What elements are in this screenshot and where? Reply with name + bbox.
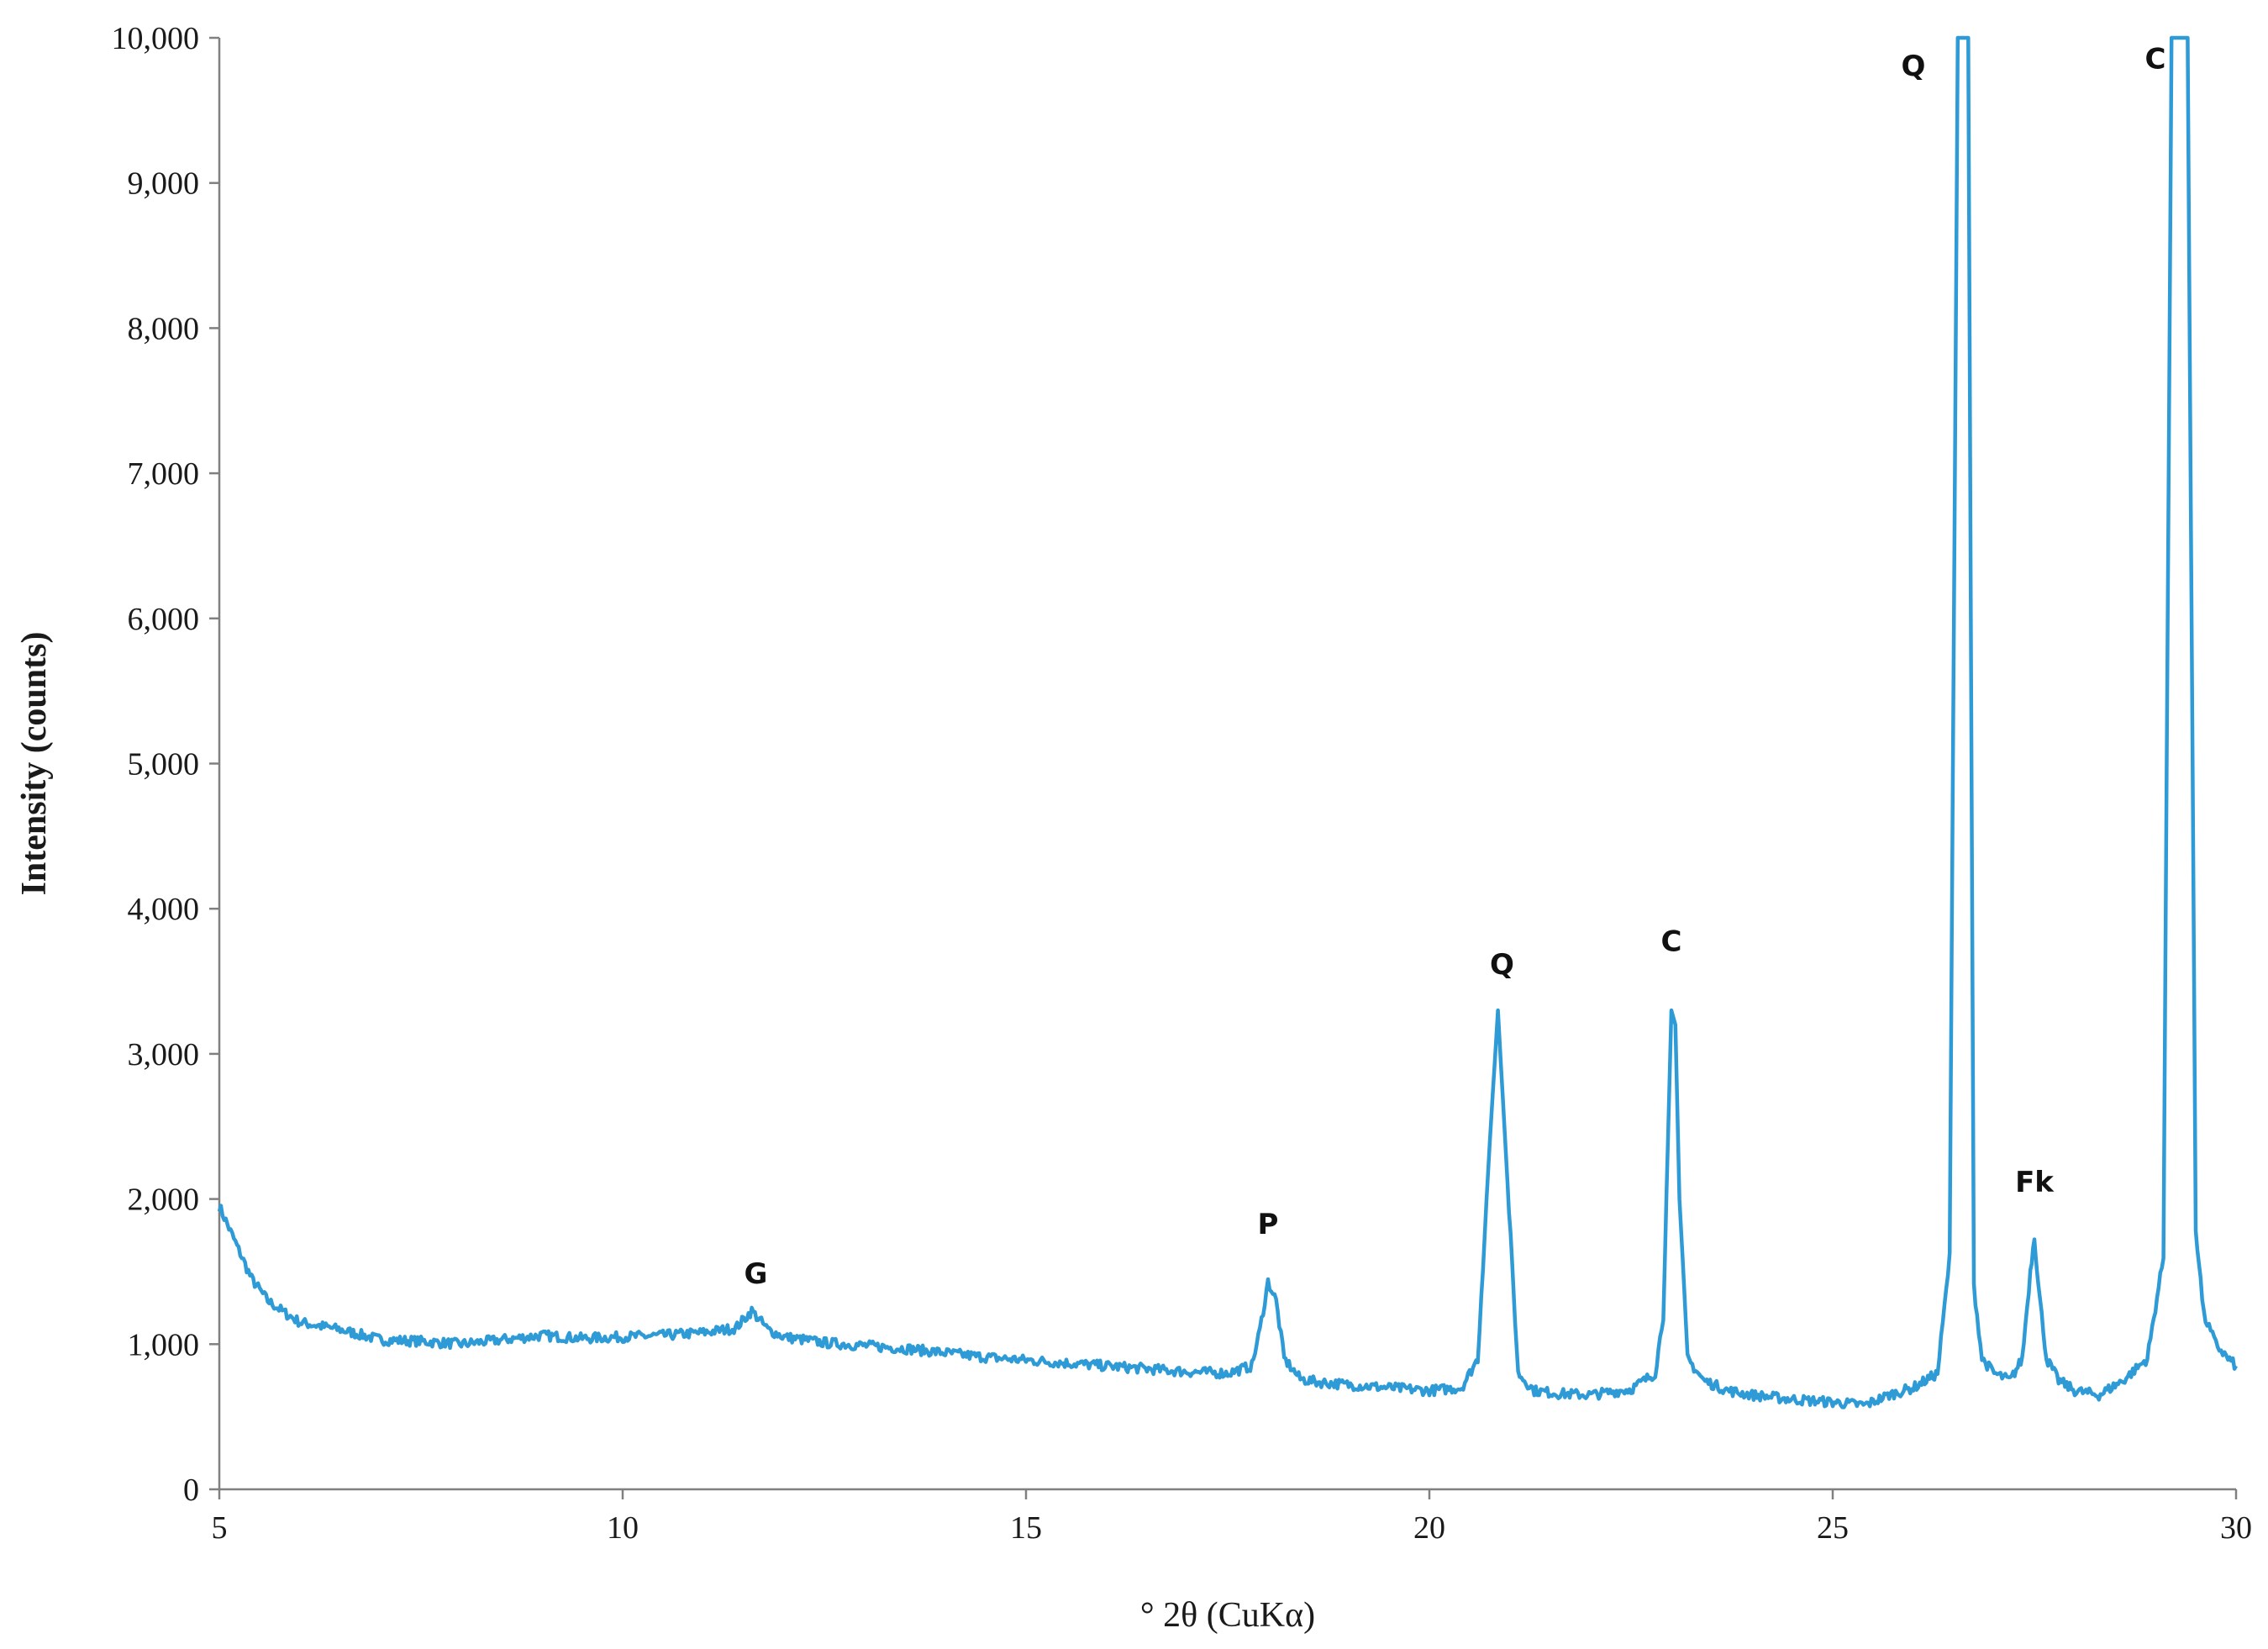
tick-marks	[209, 36, 2238, 1499]
y-tick-label: 0	[183, 1473, 199, 1508]
x-tick-label: 10	[607, 1510, 639, 1546]
y-tick-label: 3,000	[128, 1037, 200, 1072]
y-tick-label: 9,000	[128, 166, 200, 202]
peak-label: Q	[1490, 948, 1514, 982]
x-tick-labels: 5 10 15 20 25 30	[212, 1510, 2253, 1546]
y-tick-label: 7,000	[128, 456, 200, 492]
x-axis-title: ° 2θ (CuKα)	[1140, 1596, 1315, 1635]
y-tick-label: 8,000	[128, 311, 200, 346]
y-tick-label: 1,000	[128, 1327, 200, 1362]
y-tick-label: 2,000	[128, 1183, 200, 1218]
y-axis-title: Intensity (counts)	[15, 632, 54, 896]
series-layer	[217, 35, 2238, 1409]
y-tick-labels: 0 1,000 2,000 3,000 4,000 5,000 6,000 7,000 8,00…	[112, 21, 200, 1508]
peak-label: G	[744, 1257, 767, 1291]
y-tick-label: 5,000	[128, 747, 200, 782]
peak-label: Fk	[2015, 1166, 2055, 1199]
peak-label: Q	[1902, 50, 1926, 83]
peak-annotations: G P Q C Q Fk C	[744, 42, 2165, 1290]
series-line	[217, 35, 2238, 1409]
peak-label: C	[2145, 42, 2166, 76]
peak-label: P	[1258, 1208, 1279, 1241]
x-tick-label: 20	[1413, 1510, 1445, 1546]
y-tick-label: 4,000	[128, 892, 200, 927]
x-tick-label: 25	[1817, 1510, 1849, 1546]
x-tick-label: 5	[212, 1510, 228, 1546]
y-tick-label: 6,000	[128, 602, 200, 637]
x-tick-label: 30	[2220, 1510, 2252, 1546]
peak-label: C	[1661, 925, 1682, 958]
x-tick-label: 15	[1010, 1510, 1042, 1546]
y-tick-label: 10,000	[112, 21, 200, 56]
